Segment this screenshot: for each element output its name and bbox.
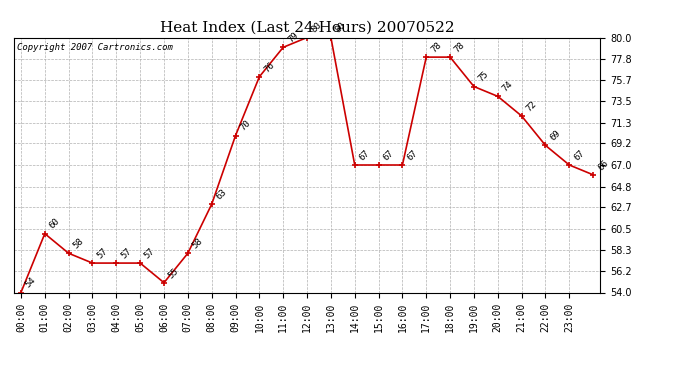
Text: 66: 66	[596, 158, 610, 172]
Text: 57: 57	[143, 246, 157, 260]
Text: 80: 80	[310, 21, 324, 35]
Text: 57: 57	[95, 246, 109, 260]
Text: 55: 55	[167, 266, 181, 280]
Text: 78: 78	[453, 40, 467, 54]
Text: 78: 78	[429, 40, 443, 54]
Text: 57: 57	[119, 246, 133, 260]
Text: 74: 74	[500, 80, 515, 94]
Text: 60: 60	[48, 217, 61, 231]
Text: 67: 67	[357, 148, 371, 162]
Text: 80: 80	[334, 21, 348, 35]
Text: 67: 67	[382, 148, 395, 162]
Text: 69: 69	[549, 129, 562, 142]
Text: 58: 58	[71, 237, 86, 250]
Text: 67: 67	[405, 148, 419, 162]
Text: 75: 75	[477, 70, 491, 84]
Text: 72: 72	[524, 99, 538, 113]
Text: Copyright 2007 Cartronics.com: Copyright 2007 Cartronics.com	[17, 43, 172, 52]
Text: 63: 63	[215, 188, 228, 201]
Text: 70: 70	[238, 119, 253, 133]
Text: 58: 58	[190, 237, 205, 250]
Text: 67: 67	[572, 148, 586, 162]
Text: 76: 76	[262, 60, 276, 74]
Text: 54: 54	[23, 276, 38, 290]
Text: 79: 79	[286, 31, 300, 45]
Title: Heat Index (Last 24 Hours) 20070522: Heat Index (Last 24 Hours) 20070522	[160, 21, 454, 35]
